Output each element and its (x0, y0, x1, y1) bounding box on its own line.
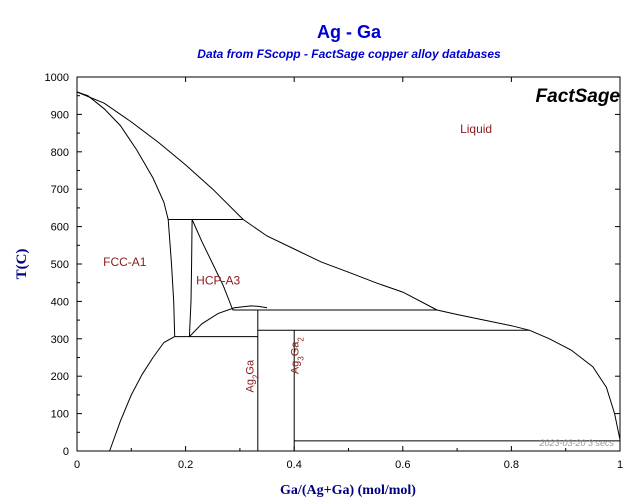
phase-boundary-line (76, 91, 244, 220)
plot-frame (76, 76, 621, 452)
x-tick-label: 0.6 (395, 459, 410, 471)
y-tick-label: 1000 (45, 72, 69, 84)
y-tick-label: 100 (51, 409, 69, 421)
chart-subtitle: Data from FScopp - FactSage copper alloy… (197, 47, 501, 61)
phase-boundary-line (189, 305, 268, 337)
brand-logo-text: FactSage (536, 86, 621, 107)
y-tick-label: 400 (51, 296, 69, 308)
phase-label: HCP-A3 (196, 274, 240, 288)
y-tick-label: 600 (51, 222, 69, 234)
x-tick-label: 0.8 (504, 459, 519, 471)
phase-boundary-line (436, 309, 530, 331)
phase-boundary-line (188, 219, 193, 337)
phase-boundary-line (109, 336, 175, 452)
x-tick-label: 1 (617, 459, 623, 471)
phase-boundary-line (529, 329, 621, 440)
y-tick-label: 800 (51, 147, 69, 159)
y-tick-label: 900 (51, 109, 69, 121)
phase-label: Liquid (460, 122, 492, 136)
x-tick-label: 0.4 (287, 459, 302, 471)
phase-boundaries (76, 91, 621, 452)
phase-boundary-line (76, 91, 169, 220)
y-tick-label: 0 (63, 446, 69, 458)
y-tick-label: 300 (51, 334, 69, 346)
y-tick-label: 500 (51, 259, 69, 271)
phase-label: FCC-A1 (103, 255, 147, 269)
phase-boundary-line (242, 219, 438, 311)
y-tick-label: 200 (51, 371, 69, 383)
y-axis-label: T(C) (14, 249, 30, 280)
y-tick-label: 700 (51, 184, 69, 196)
phase-boundary-line (191, 219, 234, 311)
phase-boundary-line (167, 219, 176, 337)
compound-label: Ag3Ga2 (290, 337, 306, 375)
x-tick-label: 0.2 (178, 459, 193, 471)
x-axis: 0 0.2 0.4 0.6 0.8 1 (74, 77, 623, 471)
y-axis: 0 100 200 300 400 500 600 700 800 900 1000 (45, 72, 620, 458)
phase-labels: Liquid FCC-A1 HCP-A3 Ag2Ga Ag3Ga2 (103, 122, 492, 392)
x-tick-label: 0 (74, 459, 80, 471)
compound-label: Ag2Ga (244, 359, 260, 392)
x-axis-label: Ga/(Ag+Ga) (mol/mol) (280, 483, 416, 498)
timestamp: 2023-03-20 3 secs (538, 438, 614, 448)
chart-title: Ag - Ga (317, 22, 382, 42)
